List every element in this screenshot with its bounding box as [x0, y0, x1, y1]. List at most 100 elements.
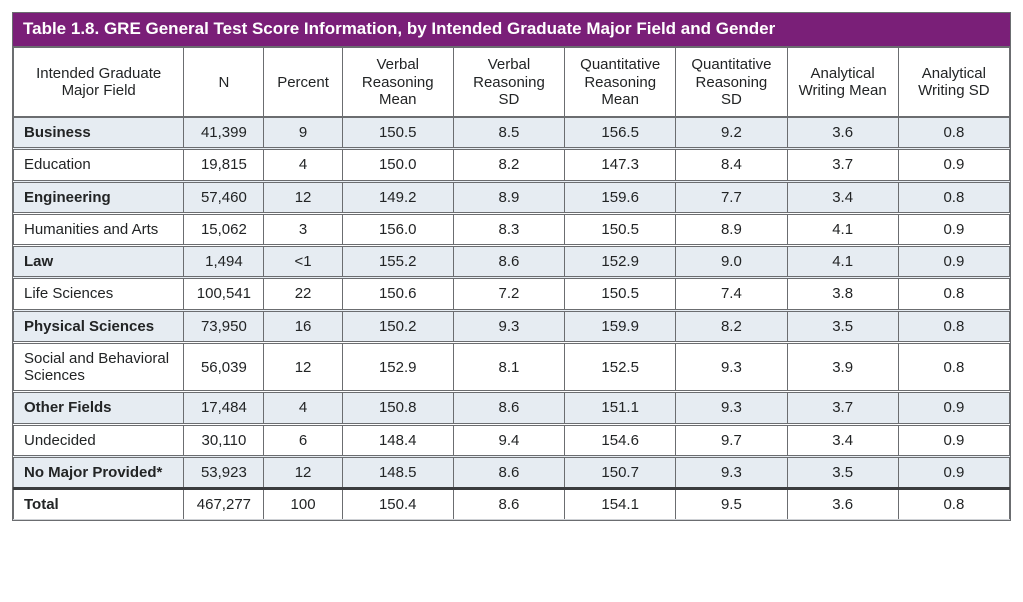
- data-cell: 0.8: [898, 278, 1009, 310]
- data-cell: 53,923: [184, 456, 264, 488]
- data-cell: 467,277: [184, 489, 264, 520]
- data-cell: 149.2: [342, 181, 453, 213]
- data-cell: 3.5: [787, 310, 898, 342]
- data-cell: <1: [264, 246, 342, 278]
- table-header: Intended Graduate Major Field N Percent …: [14, 48, 1010, 117]
- col-header: N: [184, 48, 264, 117]
- data-cell: 150.5: [342, 117, 453, 149]
- row-header-cell: Social and Behavioral Sciences: [14, 342, 184, 392]
- data-cell: 150.8: [342, 392, 453, 424]
- data-cell: 30,110: [184, 424, 264, 456]
- data-cell: 3: [264, 213, 342, 245]
- data-cell: 100: [264, 489, 342, 520]
- table-row: Education19,8154150.08.2147.38.43.70.9: [14, 149, 1010, 181]
- data-cell: 4.1: [787, 246, 898, 278]
- data-cell: 56,039: [184, 342, 264, 392]
- data-cell: 159.6: [565, 181, 676, 213]
- table-row: Other Fields17,4844150.88.6151.19.33.70.…: [14, 392, 1010, 424]
- table-total-row: Total467,277100150.48.6154.19.53.60.8: [14, 489, 1010, 520]
- data-cell: 7.7: [676, 181, 787, 213]
- data-cell: 9.5: [676, 489, 787, 520]
- data-cell: 3.4: [787, 424, 898, 456]
- col-header: Verbal Reasoning SD: [453, 48, 564, 117]
- row-header-cell: Education: [14, 149, 184, 181]
- data-cell: 0.8: [898, 117, 1009, 149]
- table-row: Business41,3999150.58.5156.59.23.60.8: [14, 117, 1010, 149]
- data-cell: 7.4: [676, 278, 787, 310]
- data-cell: 16: [264, 310, 342, 342]
- data-cell: 100,541: [184, 278, 264, 310]
- data-cell: 4.1: [787, 213, 898, 245]
- row-header-cell: Law: [14, 246, 184, 278]
- data-cell: 6: [264, 424, 342, 456]
- data-cell: 8.9: [453, 181, 564, 213]
- table-row: Physical Sciences73,95016150.29.3159.98.…: [14, 310, 1010, 342]
- data-cell: 22: [264, 278, 342, 310]
- data-cell: 150.7: [565, 456, 676, 488]
- data-cell: 73,950: [184, 310, 264, 342]
- data-cell: 154.6: [565, 424, 676, 456]
- data-cell: 150.6: [342, 278, 453, 310]
- data-cell: 8.9: [676, 213, 787, 245]
- data-cell: 12: [264, 342, 342, 392]
- data-cell: 41,399: [184, 117, 264, 149]
- data-cell: 148.4: [342, 424, 453, 456]
- data-cell: 0.8: [898, 489, 1009, 520]
- row-header-cell: No Major Provided*: [14, 456, 184, 488]
- data-cell: 12: [264, 181, 342, 213]
- data-cell: 150.0: [342, 149, 453, 181]
- data-cell: 0.9: [898, 149, 1009, 181]
- col-header: Quantitative Reasoning Mean: [565, 48, 676, 117]
- table-row: Humanities and Arts15,0623156.08.3150.58…: [14, 213, 1010, 245]
- data-cell: 9.3: [676, 392, 787, 424]
- data-cell: 0.8: [898, 181, 1009, 213]
- data-cell: 8.2: [453, 149, 564, 181]
- data-cell: 151.1: [565, 392, 676, 424]
- table-row: Life Sciences100,54122150.67.2150.57.43.…: [14, 278, 1010, 310]
- data-cell: 3.9: [787, 342, 898, 392]
- data-cell: 9.2: [676, 117, 787, 149]
- data-cell: 147.3: [565, 149, 676, 181]
- data-cell: 150.5: [565, 213, 676, 245]
- data-cell: 4: [264, 392, 342, 424]
- col-header: Intended Graduate Major Field: [14, 48, 184, 117]
- data-cell: 9.4: [453, 424, 564, 456]
- data-table: Intended Graduate Major Field N Percent …: [13, 47, 1010, 520]
- row-header-cell: Humanities and Arts: [14, 213, 184, 245]
- data-cell: 152.9: [565, 246, 676, 278]
- data-cell: 159.9: [565, 310, 676, 342]
- data-cell: 9.0: [676, 246, 787, 278]
- data-cell: 0.8: [898, 342, 1009, 392]
- col-header: Percent: [264, 48, 342, 117]
- col-header: Analytical Writing Mean: [787, 48, 898, 117]
- col-header: Quantitative Reasoning SD: [676, 48, 787, 117]
- table-body: Business41,3999150.58.5156.59.23.60.8Edu…: [14, 117, 1010, 520]
- data-cell: 3.6: [787, 117, 898, 149]
- data-cell: 7.2: [453, 278, 564, 310]
- data-cell: 9: [264, 117, 342, 149]
- row-header-cell: Physical Sciences: [14, 310, 184, 342]
- row-header-cell: Business: [14, 117, 184, 149]
- data-cell: 8.6: [453, 456, 564, 488]
- data-cell: 0.9: [898, 213, 1009, 245]
- data-cell: 8.6: [453, 489, 564, 520]
- data-cell: 0.9: [898, 424, 1009, 456]
- data-cell: 0.8: [898, 310, 1009, 342]
- row-header-cell: Undecided: [14, 424, 184, 456]
- row-header-cell: Other Fields: [14, 392, 184, 424]
- data-cell: 3.8: [787, 278, 898, 310]
- data-cell: 19,815: [184, 149, 264, 181]
- data-cell: 150.5: [565, 278, 676, 310]
- data-cell: 152.9: [342, 342, 453, 392]
- table-title: Table 1.8. GRE General Test Score Inform…: [13, 13, 1010, 47]
- data-cell: 152.5: [565, 342, 676, 392]
- data-cell: 3.5: [787, 456, 898, 488]
- data-cell: 8.2: [676, 310, 787, 342]
- data-cell: 9.3: [453, 310, 564, 342]
- data-cell: 0.9: [898, 246, 1009, 278]
- row-header-cell: Life Sciences: [14, 278, 184, 310]
- data-cell: 3.4: [787, 181, 898, 213]
- data-cell: 15,062: [184, 213, 264, 245]
- data-cell: 150.4: [342, 489, 453, 520]
- data-cell: 8.6: [453, 246, 564, 278]
